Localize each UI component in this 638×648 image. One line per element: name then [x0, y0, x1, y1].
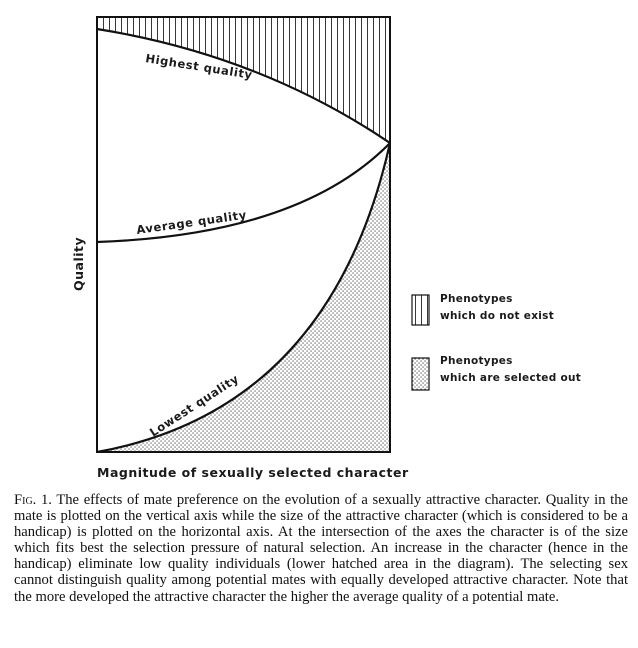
legend-swatch-stipple [411, 357, 430, 391]
nonexistent-phenotypes-region [97, 17, 390, 143]
selected-out-region [97, 143, 390, 452]
plot-frame [96, 16, 391, 453]
caption-text: The effects of mate preference on the ev… [14, 492, 628, 605]
legend-item-2-line1: Phenotypes [440, 355, 513, 367]
legend-swatch-vertical-hatch [411, 294, 430, 326]
y-axis-label: Quality [71, 237, 86, 291]
x-axis-label: Magnitude of sexually selected character [97, 465, 409, 480]
lowest-quality-curve [96, 142, 392, 454]
figure-diagram: Highest quality Average quality Lowest q… [71, 16, 581, 480]
legend: Phenotypes which do not exist Phenotypes… [411, 293, 581, 391]
average-quality-curve [96, 142, 391, 244]
highest-quality-curve [96, 27, 391, 144]
legend-item-2-line2: which are selected out [440, 372, 581, 384]
figure-number: Fig. 1. [14, 492, 52, 508]
legend-item-1-line2: which do not exist [440, 310, 554, 322]
legend-item-1-line1: Phenotypes [440, 293, 513, 305]
figure-caption: Fig. 1. The effects of mate preference o… [14, 492, 628, 605]
